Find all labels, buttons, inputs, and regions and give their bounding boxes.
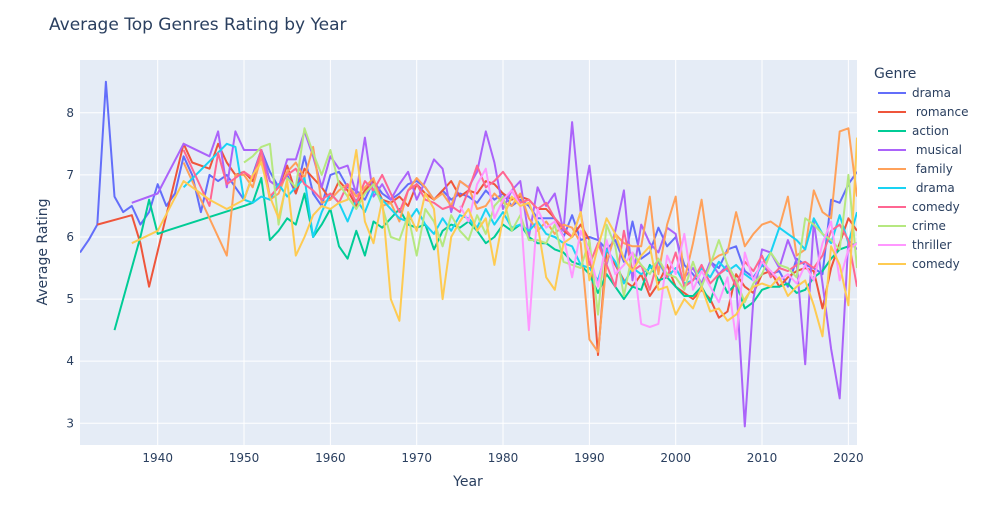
y-axis-title: Average Rating bbox=[35, 198, 51, 305]
series-line-3[interactable] bbox=[131, 121, 857, 428]
x-tick-label: 1940 bbox=[142, 451, 173, 465]
legend-item[interactable]: comedy bbox=[878, 257, 960, 271]
legend-label: drama bbox=[912, 86, 951, 100]
x-tick-label: 1980 bbox=[488, 451, 519, 465]
y-tick-label: 6 bbox=[66, 230, 74, 244]
x-tick-label: 2010 bbox=[747, 451, 778, 465]
tick-labels: 1940 1950 1960 1970 1980 1990 2000 2010 2020 3 4 5 6… bbox=[66, 106, 863, 465]
legend: Genre drama romance action musical family… bbox=[874, 66, 968, 271]
series-line-9[interactable] bbox=[131, 137, 857, 338]
series-line-8[interactable] bbox=[459, 167, 857, 341]
legend-label: action bbox=[912, 124, 949, 138]
legend-item[interactable]: drama bbox=[878, 181, 955, 195]
legend-item[interactable]: musical bbox=[878, 143, 962, 157]
x-tick-label: 1990 bbox=[574, 451, 605, 465]
legend-label: thriller bbox=[912, 238, 952, 252]
x-tick-label: 1960 bbox=[315, 451, 346, 465]
y-tick-label: 4 bbox=[66, 354, 74, 368]
series-line-7[interactable] bbox=[243, 127, 857, 316]
legend-item[interactable]: comedy bbox=[878, 200, 960, 214]
legend-label: crime bbox=[912, 219, 946, 233]
legend-label: family bbox=[912, 162, 953, 176]
legend-item[interactable]: thriller bbox=[878, 238, 952, 252]
legend-item[interactable]: romance bbox=[878, 105, 968, 119]
x-tick-label: 1950 bbox=[229, 451, 260, 465]
x-tick-label: 1970 bbox=[401, 451, 432, 465]
y-tick-label: 3 bbox=[66, 416, 74, 430]
y-tick-label: 5 bbox=[66, 292, 74, 306]
series-lines bbox=[80, 80, 857, 428]
legend-item[interactable]: family bbox=[878, 162, 953, 176]
x-tick-label: 2000 bbox=[660, 451, 691, 465]
legend-item[interactable]: crime bbox=[878, 219, 946, 233]
x-tick-label: 2020 bbox=[833, 451, 864, 465]
plot-area[interactable] bbox=[80, 60, 857, 445]
legend-label: drama bbox=[912, 181, 955, 195]
legend-label: musical bbox=[912, 143, 962, 157]
y-tick-label: 8 bbox=[66, 106, 74, 120]
legend-label: comedy bbox=[912, 200, 960, 214]
legend-label: comedy bbox=[912, 257, 960, 271]
legend-item[interactable]: action bbox=[878, 124, 949, 138]
legend-title: Genre bbox=[874, 66, 916, 82]
grid bbox=[80, 60, 857, 445]
chart-title: Average Top Genres Rating by Year bbox=[49, 15, 347, 35]
legend-item[interactable]: drama bbox=[878, 86, 951, 100]
x-axis-title: Year bbox=[452, 474, 483, 490]
y-tick-label: 7 bbox=[66, 168, 74, 182]
legend-label: romance bbox=[912, 105, 968, 119]
